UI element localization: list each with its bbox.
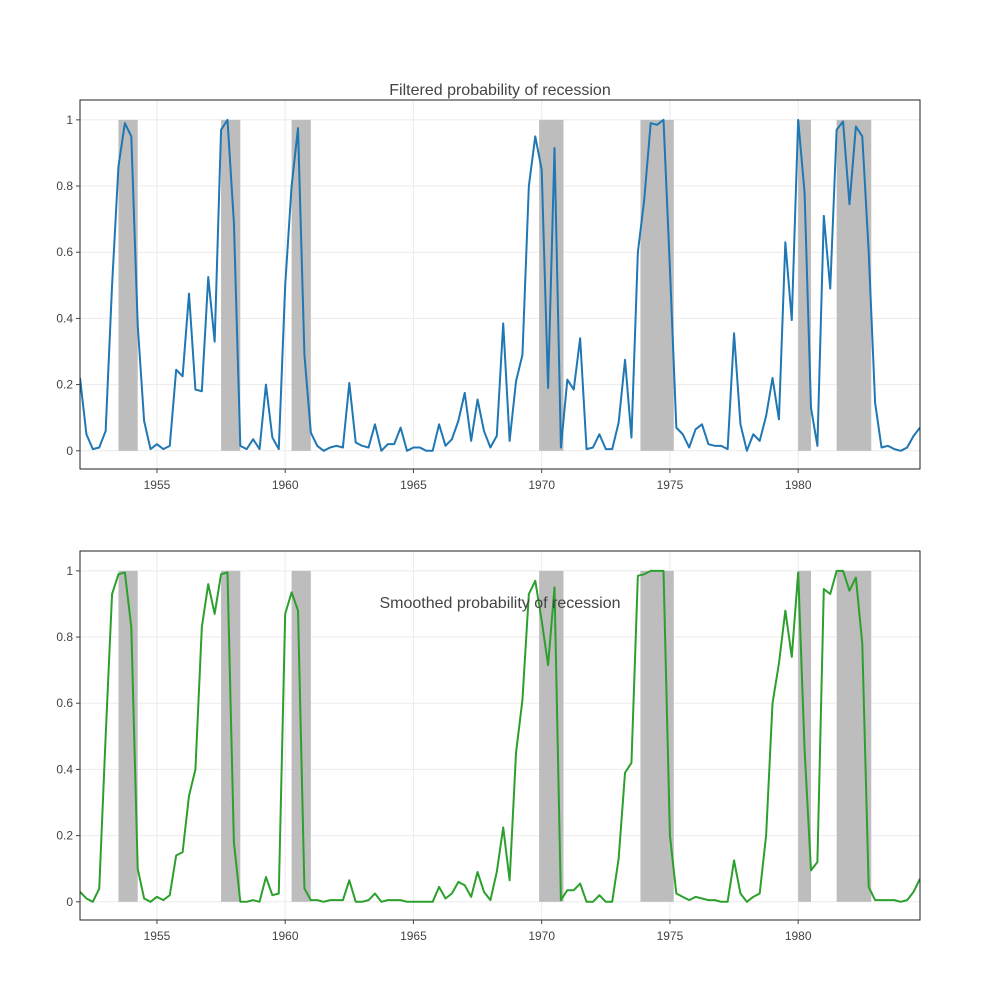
y-tick-label: 0.4 — [56, 311, 73, 325]
x-tick-label: 1960 — [272, 929, 299, 943]
y-tick-label: 0 — [66, 895, 73, 909]
recession-band — [221, 119, 241, 451]
y-tick-label: 0.2 — [56, 829, 73, 843]
y-tick-label: 0.6 — [56, 245, 73, 259]
x-tick-label: 1955 — [144, 929, 171, 943]
plot-frame — [79, 99, 921, 470]
x-tick-label: 1980 — [785, 929, 812, 943]
x-tick-label: 1965 — [400, 929, 427, 943]
y-tick-label: 0.4 — [56, 762, 73, 776]
chart-panel-2: 1955 1960 1965 1970 1975 1980 0 0.2 0.4 0.6 0.8 1 Sm… — [56, 550, 921, 943]
recession-band — [118, 119, 138, 451]
x-tick-label: 1955 — [144, 478, 171, 492]
x-tick-label: 1960 — [272, 478, 299, 492]
chart-panel-1: 1955 1960 1965 1970 1975 1980 0 0.2 0.4 0.6 0.8 1 Fi… — [56, 82, 921, 492]
chart-title: Smoothed probability of recession — [379, 595, 620, 612]
plot-frame — [79, 550, 921, 921]
probability-series-line — [80, 118, 920, 452]
y-tick-label: 0.2 — [56, 378, 73, 392]
recession-band — [836, 119, 872, 451]
x-tick-label: 1970 — [528, 478, 555, 492]
x-tick-label: 1975 — [657, 478, 684, 492]
probability-series-line — [80, 569, 920, 903]
y-tick-label: 0.8 — [56, 630, 73, 644]
y-tick-label: 0.8 — [56, 179, 73, 193]
y-tick-label: 0.6 — [56, 696, 73, 710]
recession-band — [640, 570, 674, 902]
x-tick-label: 1980 — [785, 478, 812, 492]
y-tick-label: 1 — [66, 564, 73, 578]
x-tick-label: 1965 — [400, 478, 427, 492]
recession-band — [836, 570, 872, 902]
x-tick-label: 1975 — [657, 929, 684, 943]
chart-title: Filtered probability of recession — [389, 82, 610, 99]
y-tick-label: 1 — [66, 113, 73, 127]
recession-band — [640, 119, 674, 451]
y-tick-label: 0 — [66, 444, 73, 458]
x-tick-label: 1970 — [528, 929, 555, 943]
recession-band — [798, 119, 811, 451]
